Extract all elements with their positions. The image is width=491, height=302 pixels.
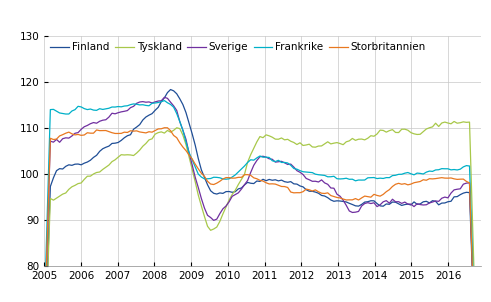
Frankrike — [162, 99, 167, 102]
Frankrike — [66, 112, 72, 116]
Sverige — [66, 136, 72, 140]
Legend: Finland, Tyskland, Sverige, Frankrike, Storbritannien: Finland, Tyskland, Sverige, Frankrike, S… — [50, 41, 427, 53]
Storbritannien — [66, 130, 72, 134]
Frankrike — [420, 172, 426, 176]
Finland — [454, 195, 460, 198]
Sverige — [420, 203, 426, 207]
Finland — [420, 200, 426, 204]
Sverige — [411, 205, 417, 208]
Tyskland — [454, 121, 460, 125]
Finland — [167, 88, 173, 92]
Tyskland — [44, 285, 50, 288]
Tyskland — [183, 143, 189, 146]
Line: Sverige: Sverige — [44, 97, 476, 302]
Line: Tyskland: Tyskland — [44, 121, 476, 302]
Finland — [411, 200, 417, 204]
Frankrike — [411, 173, 417, 177]
Storbritannien — [162, 126, 167, 130]
Line: Storbritannien: Storbritannien — [44, 128, 476, 302]
Line: Frankrike: Frankrike — [44, 101, 476, 302]
Finland — [186, 121, 192, 125]
Tyskland — [408, 131, 414, 134]
Storbritannien — [454, 178, 460, 181]
Storbritannien — [44, 235, 50, 238]
Frankrike — [186, 151, 192, 154]
Tyskland — [66, 188, 72, 191]
Finland — [66, 163, 72, 167]
Storbritannien — [411, 181, 417, 185]
Frankrike — [44, 213, 50, 216]
Tyskland — [417, 133, 423, 136]
Tyskland — [451, 120, 457, 123]
Sverige — [162, 95, 167, 99]
Frankrike — [454, 168, 460, 172]
Line: Finland: Finland — [44, 90, 476, 302]
Storbritannien — [420, 178, 426, 182]
Finland — [44, 276, 50, 280]
Storbritannien — [186, 153, 192, 157]
Sverige — [44, 237, 50, 241]
Sverige — [186, 151, 192, 155]
Sverige — [454, 188, 460, 191]
